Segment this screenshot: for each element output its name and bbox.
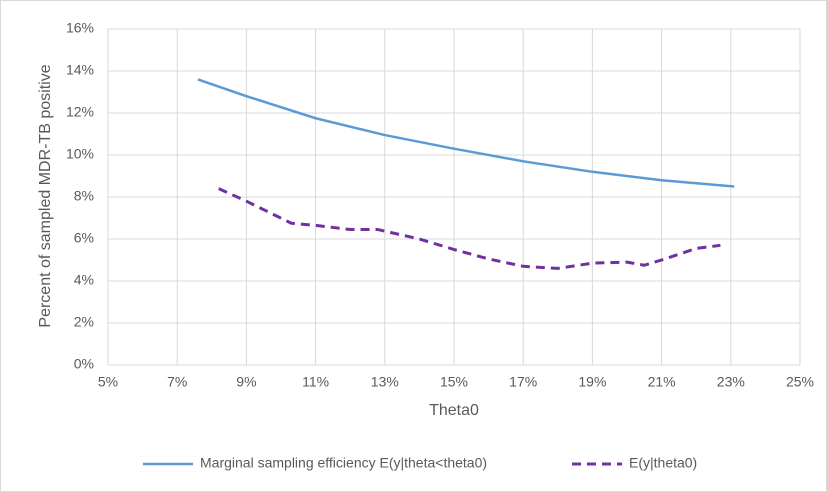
y-tick-label: 12% — [66, 104, 94, 120]
x-tick-label: 23% — [717, 374, 745, 390]
x-tick-label: 17% — [509, 374, 537, 390]
legend-label: E(y|theta0) — [629, 455, 697, 471]
x-tick-label: 15% — [440, 374, 468, 390]
series-line — [218, 187, 721, 270]
y-tick-label: 6% — [74, 230, 94, 246]
series-line — [197, 78, 735, 188]
y-tick-label: 8% — [74, 188, 94, 204]
x-tick-label: 11% — [302, 374, 329, 390]
x-tick-label: 9% — [236, 374, 256, 390]
y-tick-label: 14% — [66, 62, 94, 78]
y-tick-label: 16% — [66, 20, 94, 36]
x-tick-label: 21% — [648, 374, 676, 390]
legend-label: Marginal sampling efficiency E(y|theta<t… — [200, 455, 487, 471]
x-tick-label: 25% — [786, 374, 814, 390]
y-tick-label: 2% — [74, 314, 94, 330]
x-tick-label: 19% — [578, 374, 606, 390]
x-tick-label: 7% — [167, 374, 187, 390]
y-axis-title: Percent of sampled MDR-TB positive — [37, 64, 54, 327]
x-tick-label: 13% — [371, 374, 399, 390]
y-tick-label: 0% — [74, 356, 94, 372]
x-axis-title: Theta0 — [429, 402, 479, 419]
y-tick-label: 4% — [74, 272, 94, 288]
x-tick-label: 5% — [98, 374, 118, 390]
y-tick-label: 10% — [66, 146, 94, 162]
